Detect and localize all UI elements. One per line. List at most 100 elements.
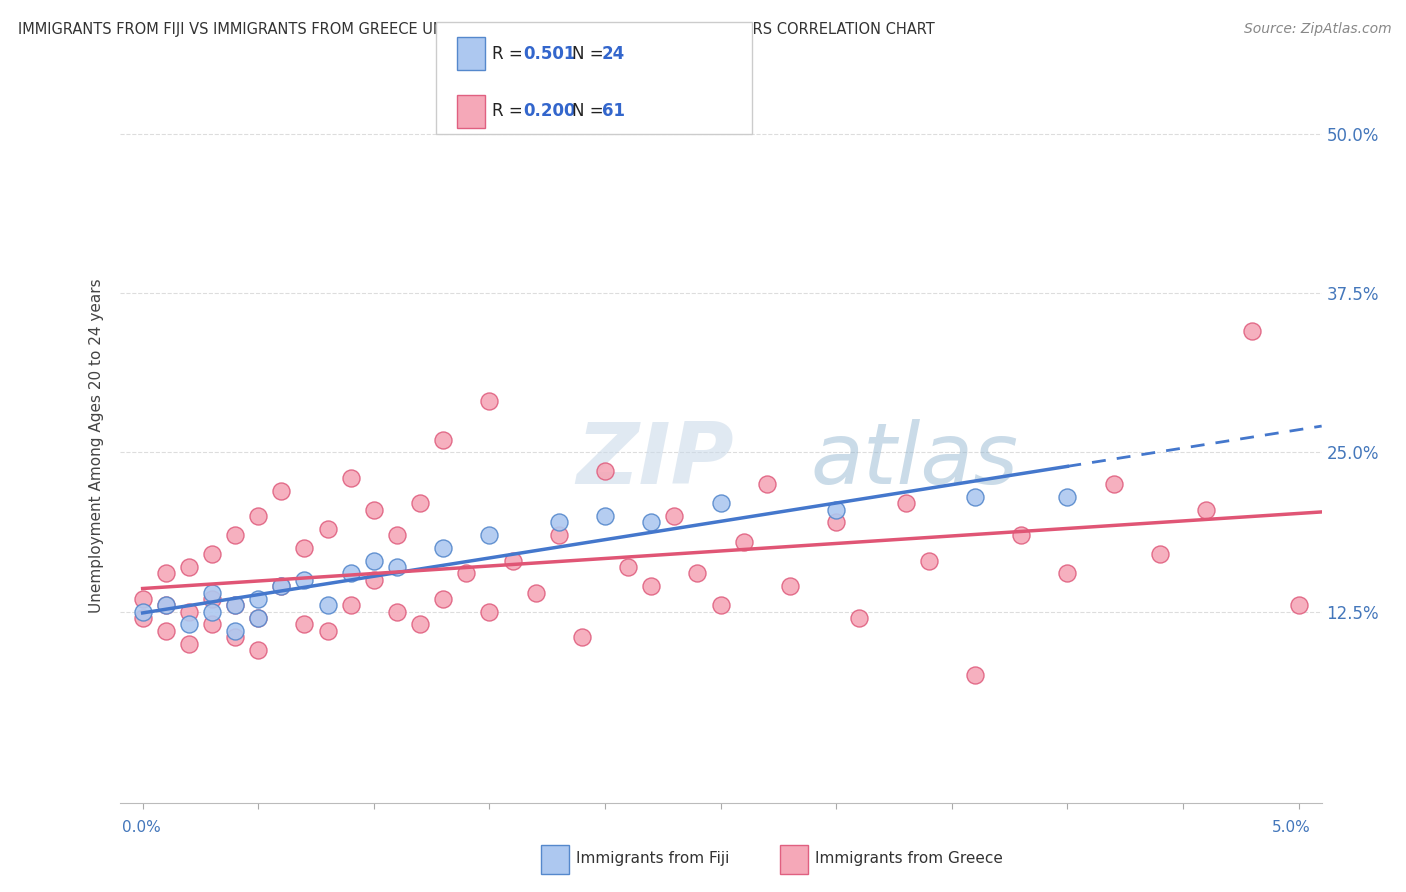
Point (779, 579, 801, 593)
Point (825, 502, 848, 516)
Point (755, 477, 778, 491)
Point (1102, 477, 1125, 491)
Point (363, 554, 385, 568)
Point (270, 483, 292, 498)
Point (316, 522, 339, 536)
Text: 24: 24 (602, 45, 626, 62)
Point (155, 599, 177, 613)
Text: 0.200: 0.200 (523, 103, 575, 120)
Point (1241, 324, 1264, 338)
Point (385, 528, 408, 542)
Point (294, 541, 316, 555)
Point (177, 605, 200, 619)
Point (224, 624, 246, 638)
Point (201, 605, 224, 619)
Point (640, 516, 662, 530)
Point (363, 573, 385, 587)
Text: N =: N = (572, 45, 609, 62)
Text: 0.501: 0.501 (523, 45, 575, 62)
Point (247, 509, 270, 524)
Point (316, 624, 339, 638)
Point (247, 611, 270, 625)
Point (247, 611, 270, 625)
Point (294, 617, 316, 632)
Text: 5.0%: 5.0% (1271, 821, 1310, 835)
Point (593, 509, 616, 524)
Text: R =: R = (492, 45, 529, 62)
Point (848, 611, 870, 625)
Point (917, 554, 939, 568)
Text: Source: ZipAtlas.com: Source: ZipAtlas.com (1244, 22, 1392, 37)
Point (963, 668, 986, 682)
Point (224, 599, 246, 613)
Point (478, 605, 501, 619)
Point (432, 433, 454, 447)
Point (155, 566, 177, 581)
Point (224, 599, 246, 613)
Point (432, 591, 454, 606)
Point (710, 599, 733, 613)
Text: R =: R = (492, 103, 529, 120)
Text: IMMIGRANTS FROM FIJI VS IMMIGRANTS FROM GREECE UNEMPLOYMENT AMONG AGES 20 TO 24 : IMMIGRANTS FROM FIJI VS IMMIGRANTS FROM … (18, 22, 935, 37)
Point (478, 394, 501, 409)
Point (686, 566, 709, 581)
Point (131, 611, 153, 625)
Point (593, 465, 616, 479)
Point (409, 617, 432, 632)
Point (224, 528, 246, 542)
Point (409, 496, 432, 510)
Point (1056, 490, 1078, 504)
Y-axis label: Unemployment Among Ages 20 to 24 years: Unemployment Among Ages 20 to 24 years (89, 278, 104, 614)
Point (294, 573, 316, 587)
Point (363, 502, 385, 516)
Point (201, 547, 224, 561)
Point (432, 541, 454, 555)
Point (524, 585, 547, 599)
Point (664, 509, 686, 524)
Point (385, 560, 408, 574)
Point (201, 617, 224, 632)
Point (456, 566, 478, 581)
Text: N =: N = (572, 103, 609, 120)
Point (155, 624, 177, 638)
Text: Immigrants from Greece: Immigrants from Greece (815, 851, 1004, 865)
Point (710, 496, 733, 510)
Point (201, 591, 224, 606)
Point (1056, 566, 1078, 581)
Text: 0.0%: 0.0% (122, 821, 162, 835)
Point (1010, 528, 1032, 542)
Point (224, 630, 246, 644)
Point (177, 560, 200, 574)
Point (825, 516, 848, 530)
Point (617, 560, 640, 574)
Text: Immigrants from Fiji: Immigrants from Fiji (576, 851, 730, 865)
Text: atlas: atlas (811, 418, 1019, 502)
Point (547, 516, 569, 530)
Point (270, 579, 292, 593)
Point (316, 599, 339, 613)
Point (640, 579, 662, 593)
Point (155, 599, 177, 613)
Point (131, 591, 153, 606)
Point (131, 605, 153, 619)
Point (201, 585, 224, 599)
Point (177, 636, 200, 650)
Text: ZIP: ZIP (576, 418, 734, 502)
Point (339, 599, 361, 613)
Point (247, 591, 270, 606)
Point (1149, 547, 1171, 561)
Text: 61: 61 (602, 103, 624, 120)
Point (339, 471, 361, 485)
Point (1195, 502, 1218, 516)
Point (502, 554, 524, 568)
Point (339, 566, 361, 581)
Point (547, 528, 569, 542)
Point (571, 630, 593, 644)
Point (478, 528, 501, 542)
Point (270, 579, 292, 593)
Point (733, 534, 755, 549)
Point (963, 490, 986, 504)
Point (1288, 599, 1310, 613)
Point (247, 643, 270, 657)
Point (177, 617, 200, 632)
